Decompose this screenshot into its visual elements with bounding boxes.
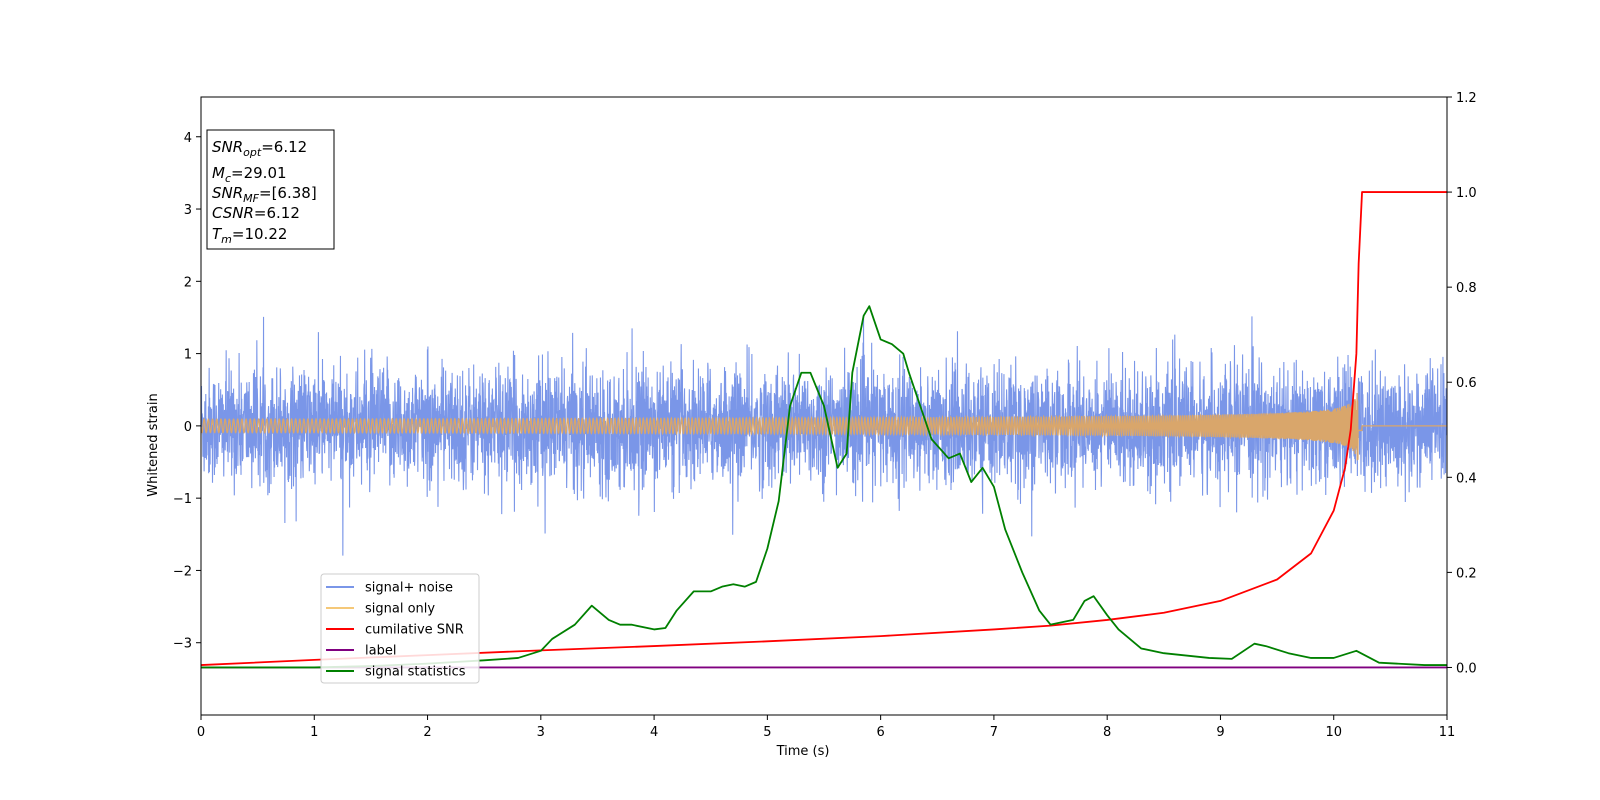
y2-tick-label: 0.8 [1456, 281, 1477, 296]
y-axis-label: Whitened strain [146, 393, 161, 496]
legend: signal+ noise signal only cumilative SNR la… [320, 573, 480, 684]
series-cumilative-snr-line [201, 191, 1447, 666]
y-tick-label: −1 [173, 492, 192, 507]
x-tick-label: 1 [310, 725, 318, 740]
x-tick-label: 0 [197, 725, 205, 740]
y2-tick-label: 0.4 [1456, 471, 1477, 486]
x-tick-label: 8 [1103, 725, 1111, 740]
x-tick-label: 3 [537, 725, 545, 740]
annotation-line: Tm=10.22 [212, 225, 287, 246]
y-tick-label: 4 [184, 131, 192, 146]
y-tick-label: −2 [173, 564, 192, 579]
legend-label: cumilative SNR [365, 623, 464, 638]
axes-layer: 0 1 2 3 4 5 6 7 8 9 10 11 −3 −2 −1 0 1 2 3 4 0.0 0.2 0.4 0.6 0.8… [173, 91, 1477, 740]
annotation-line: CSNR=6.12 [212, 204, 300, 222]
legend-label: label [365, 644, 396, 659]
y2-tick-label: 0.0 [1456, 661, 1477, 676]
series-signal-statistics-line [201, 305, 1447, 669]
legend-label: signal+ noise [365, 581, 453, 596]
x-tick-label: 10 [1325, 725, 1342, 740]
y-tick-label: −3 [173, 637, 192, 652]
x-tick-label: 4 [650, 725, 658, 740]
legend-frame [320, 573, 480, 684]
annotation-line: SNRopt=6.12 [212, 138, 307, 159]
plot-frame [200, 96, 1448, 716]
series-signal-only-line [201, 393, 1447, 461]
x-tick-label: 9 [1216, 725, 1224, 740]
y-tick-label: 0 [184, 420, 192, 435]
y2-tick-label: 0.2 [1456, 566, 1477, 581]
annotation-line: Mc=29.01 [212, 164, 287, 185]
x-tick-label: 5 [763, 725, 771, 740]
x-tick-label: 2 [423, 725, 431, 740]
x-axis-label: Time (s) [776, 744, 830, 759]
annotation-line: SNRMF=[6.38] [212, 184, 317, 205]
x-tick-label: 11 [1439, 725, 1456, 740]
annotation-box: SNRopt=6.12 Mc=29.01SNRMF=[6.38]CSNR=6.12… [206, 129, 335, 250]
legend-label: signal statistics [365, 665, 466, 680]
y-tick-label: 1 [184, 348, 192, 363]
legend-label: signal only [365, 602, 435, 617]
y-tick-label: 2 [184, 275, 192, 290]
series-signal-noise-line [201, 316, 1447, 556]
y2-tick-label: 0.6 [1456, 376, 1477, 391]
y2-tick-label: 1.0 [1456, 186, 1477, 201]
y-tick-label: 3 [184, 203, 192, 218]
annotation-frame [206, 129, 335, 250]
x-tick-label: 6 [876, 725, 884, 740]
x-tick-label: 7 [990, 725, 998, 740]
y2-tick-label: 1.2 [1456, 91, 1477, 106]
